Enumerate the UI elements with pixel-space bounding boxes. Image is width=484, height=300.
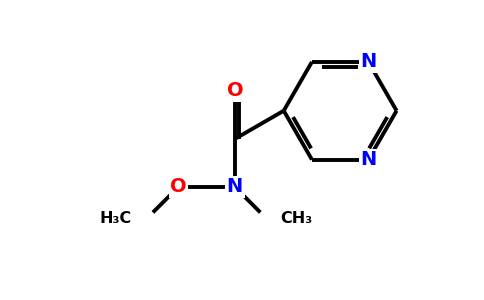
Text: O: O: [170, 177, 187, 196]
Text: H₃C: H₃C: [100, 211, 132, 226]
Text: CH₃: CH₃: [280, 211, 312, 226]
Text: N: N: [360, 150, 377, 169]
Text: O: O: [227, 82, 243, 100]
Text: N: N: [227, 177, 243, 196]
Text: N: N: [360, 52, 377, 71]
